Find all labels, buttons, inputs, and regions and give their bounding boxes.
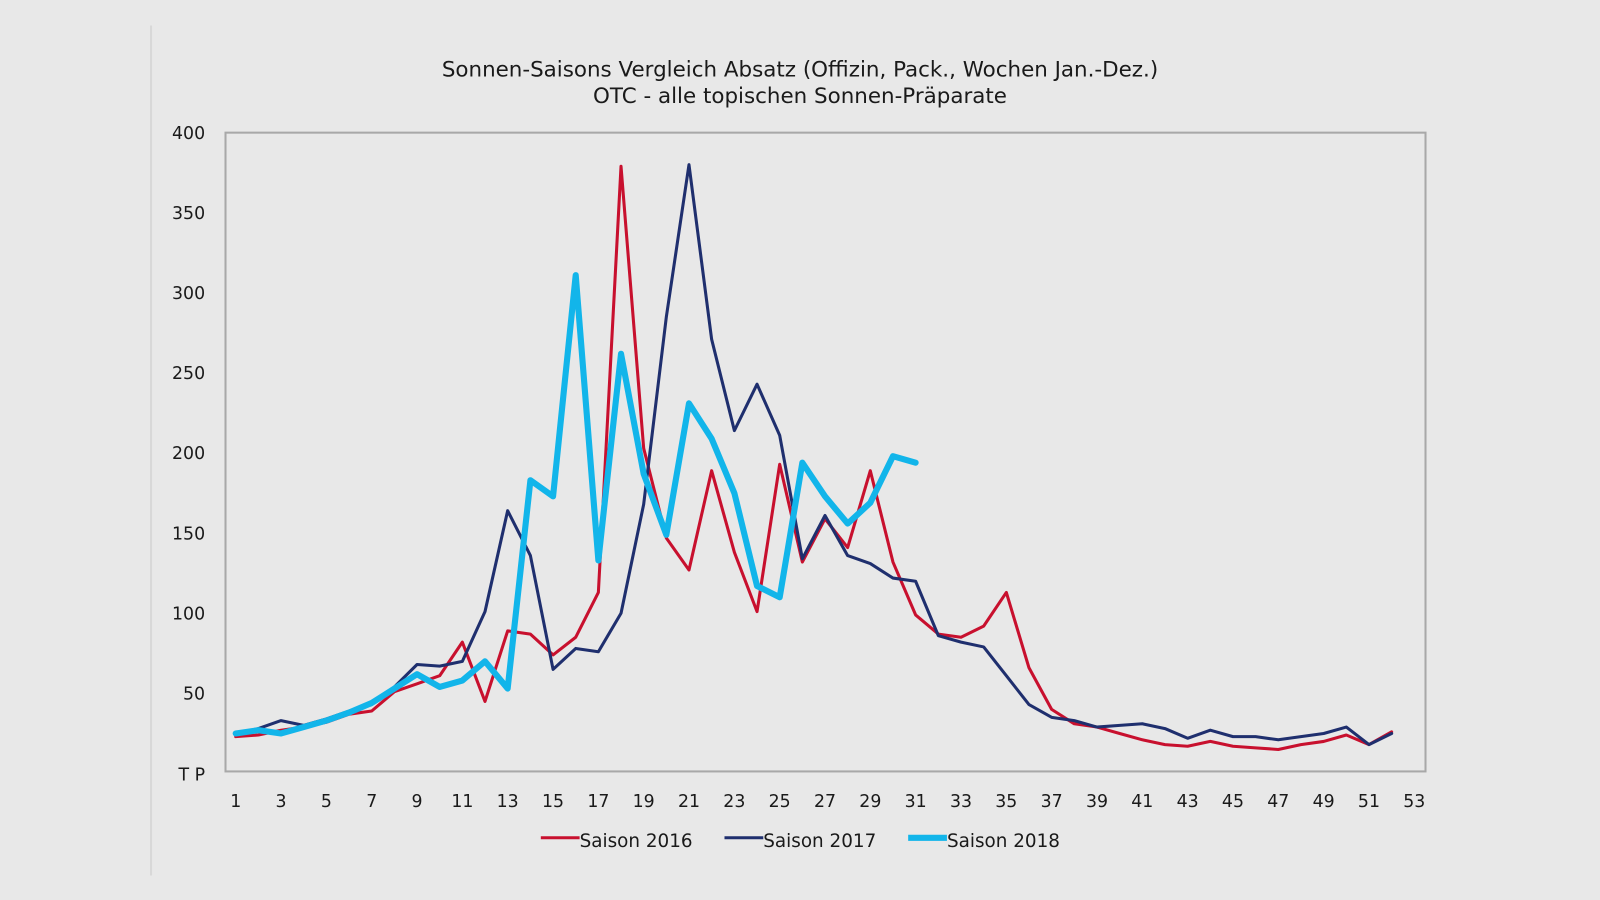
legend-label: Saison 2017 (763, 831, 876, 852)
x-tick-label: 49 (1313, 792, 1335, 812)
x-tick-label: 53 (1403, 792, 1425, 812)
x-tick-label: 23 (723, 792, 745, 812)
x-tick-label: 51 (1358, 792, 1380, 812)
x-tick-label: 17 (587, 792, 609, 812)
legend-label: Saison 2018 (947, 831, 1060, 852)
x-tick-label: 13 (497, 792, 519, 812)
y-tick-label: 350 (172, 204, 205, 224)
x-tick-label: 29 (859, 792, 881, 812)
x-tick-label: 5 (321, 792, 332, 812)
series-line-saison-2018 (232, 272, 919, 737)
x-tick-label: 3 (276, 792, 287, 812)
x-tick-label: 7 (366, 792, 377, 812)
y-zero-label: T P (178, 766, 206, 786)
y-tick-label: 250 (172, 364, 205, 384)
x-tick-label: 33 (950, 792, 972, 812)
x-tick-label: 21 (678, 792, 700, 812)
x-tick-label: 45 (1222, 792, 1244, 812)
y-tick-label: 200 (172, 444, 205, 464)
chart-subtitle: OTC - alle topischen Sonnen-Präparate (593, 84, 1007, 109)
x-tick-label: 47 (1267, 792, 1289, 812)
chart-title: Sonnen-Saisons Vergleich Absatz (Offizin… (442, 58, 1158, 83)
legend: Saison 2016 Saison 2017 Saison 2018 (540, 831, 1060, 852)
x-tick-label: 9 (412, 792, 423, 812)
y-tick-label: 50 (183, 684, 205, 704)
y-tick-label: 300 (172, 284, 205, 304)
x-tick-label: 1 (230, 792, 241, 812)
y-tick-label: 100 (172, 604, 205, 624)
series-line-saison-2016 (234, 164, 1394, 752)
x-tick-label: 39 (1086, 792, 1108, 812)
series-line-saison-2017 (234, 163, 1394, 747)
x-tick-label: 11 (451, 792, 473, 812)
x-tick-label: 43 (1177, 792, 1199, 812)
x-tick-label: 27 (814, 792, 836, 812)
x-tick-label: 25 (769, 792, 791, 812)
plot-area (224, 131, 1427, 773)
x-tick-label: 31 (905, 792, 927, 812)
x-tick-label: 35 (995, 792, 1017, 812)
y-tick-label: 150 (172, 524, 205, 544)
x-tick-label: 41 (1131, 792, 1153, 812)
x-tick-label: 15 (542, 792, 564, 812)
x-tick-label: 19 (633, 792, 655, 812)
x-tick-label: 37 (1041, 792, 1063, 812)
y-tick-label: 400 (172, 124, 205, 144)
legend-label: Saison 2016 (580, 831, 693, 852)
